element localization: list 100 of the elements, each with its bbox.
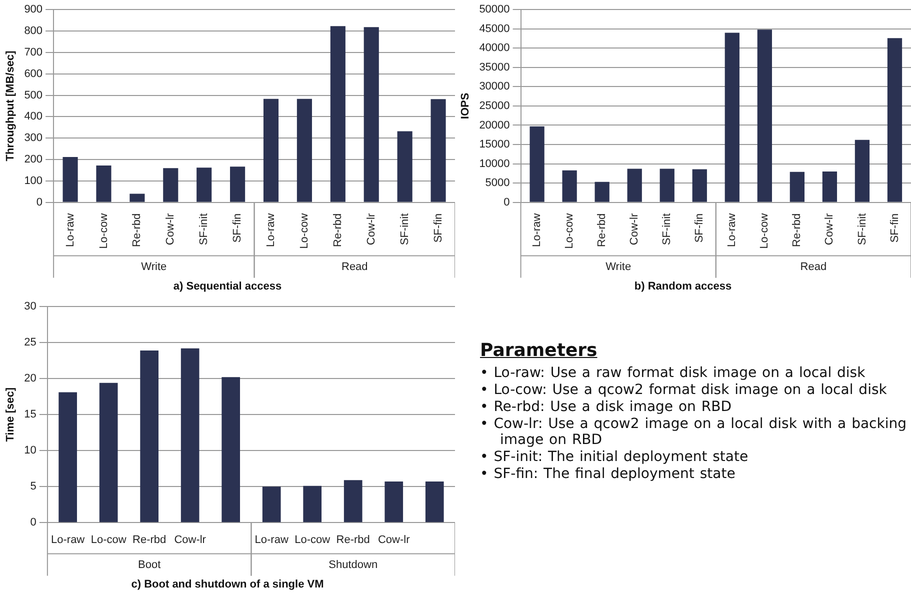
y-tick-label: 500 bbox=[24, 89, 43, 102]
x-tick-label: SF-init bbox=[856, 213, 868, 246]
bar bbox=[163, 168, 178, 202]
text: Write bbox=[141, 260, 167, 273]
y-tick-label: 800 bbox=[24, 25, 43, 38]
y-tick-label: 50000 bbox=[479, 4, 510, 16]
x-tick-label: Re-rbd bbox=[791, 213, 804, 247]
x-tick-label: Cow-lr bbox=[365, 213, 378, 246]
x-tick-label: Lo-raw bbox=[254, 534, 288, 546]
bar bbox=[692, 169, 707, 202]
x-tick-label: Lo-raw bbox=[531, 213, 544, 247]
x-tick-label: Re-rbd bbox=[131, 213, 144, 247]
x-tick-label: SF-fin bbox=[232, 213, 244, 243]
y-tick-label: 300 bbox=[24, 132, 43, 144]
bar bbox=[330, 26, 346, 202]
x-tick-label: Re-rbd bbox=[332, 213, 344, 247]
x-tick-label: Lo-cow bbox=[298, 213, 310, 249]
y-tick-label: 100 bbox=[24, 174, 43, 187]
y-tick-label: 900 bbox=[24, 4, 43, 16]
y-tick-label: 20000 bbox=[479, 119, 510, 132]
bar bbox=[58, 392, 77, 522]
x-tick-label: Cow-lr bbox=[164, 213, 177, 246]
x-tick-label: Cow-lr bbox=[628, 213, 641, 246]
bar bbox=[397, 131, 412, 202]
y-tick-label: 45000 bbox=[479, 22, 510, 35]
y-tick-label: 20 bbox=[24, 372, 36, 385]
bar bbox=[96, 166, 112, 202]
y-tick-label: 30 bbox=[24, 300, 36, 313]
x-tick-label: Re-rbd bbox=[336, 534, 370, 546]
bar bbox=[562, 170, 577, 202]
text: • SF-init: The initial deployment state bbox=[480, 449, 750, 465]
bar bbox=[262, 486, 281, 522]
y-axis-title: Time [sec] bbox=[4, 387, 17, 442]
x-tick-label: Lo-cow bbox=[90, 534, 126, 546]
y-tick-label: 600 bbox=[24, 68, 43, 80]
y-tick-label: 30000 bbox=[479, 80, 510, 93]
y-tick-label: 0 bbox=[36, 196, 43, 208]
y-tick-label: 5 bbox=[30, 480, 36, 493]
x-tick-label: Re-rbd bbox=[596, 213, 608, 247]
y-tick-label: 25000 bbox=[479, 100, 510, 112]
y-tick-label: 10000 bbox=[479, 158, 510, 170]
y-tick-label: 15000 bbox=[479, 138, 510, 151]
y-tick-label: 25 bbox=[24, 336, 36, 349]
text: • Lo-raw: Use a raw format disk image on a local disk bbox=[480, 365, 866, 381]
bar bbox=[364, 27, 379, 202]
y-axis-title: Throughput [MB/sec] bbox=[4, 50, 17, 162]
y-tick-label: 10 bbox=[24, 444, 36, 457]
x-tick-label: Lo-cow bbox=[564, 213, 576, 249]
text: • Re-rbd: Use a disk image on RBD bbox=[480, 399, 732, 415]
y-axis-title: IOPS bbox=[460, 92, 472, 120]
y-tick-label: 35000 bbox=[479, 61, 510, 74]
bar bbox=[430, 99, 446, 202]
text: Shutdown bbox=[328, 558, 378, 571]
bar bbox=[99, 382, 118, 522]
bar bbox=[425, 482, 444, 522]
text: • Lo-cow: Use a qcow2 format disk image on a local disk bbox=[480, 382, 888, 398]
x-tick-label: Cow-lr bbox=[824, 213, 836, 246]
y-tick-label: 200 bbox=[24, 154, 43, 166]
bar bbox=[180, 348, 200, 522]
x-tick-label: SF-fin bbox=[888, 213, 901, 243]
x-tick-label: SF-init bbox=[661, 213, 674, 246]
bar bbox=[724, 32, 740, 202]
x-tick-label: Lo-cow bbox=[294, 534, 330, 546]
text: Write bbox=[606, 260, 632, 273]
bar bbox=[296, 98, 312, 202]
bar bbox=[230, 166, 246, 202]
bar bbox=[757, 30, 772, 202]
bar bbox=[790, 172, 805, 202]
text: • SF-fin: The final deployment state bbox=[480, 466, 736, 482]
bar bbox=[887, 38, 902, 202]
text: b) Random access bbox=[634, 280, 732, 292]
x-tick-label: SF-init bbox=[398, 213, 411, 246]
y-tick-label: 15 bbox=[24, 408, 36, 421]
x-tick-label: Lo-raw bbox=[51, 534, 85, 546]
x-tick-label: Lo-raw bbox=[265, 213, 278, 247]
bar bbox=[594, 182, 610, 202]
y-tick-label: 0 bbox=[504, 196, 510, 208]
bar bbox=[196, 168, 212, 202]
x-tick-label: Re-rbd bbox=[132, 534, 166, 546]
y-tick-label: 0 bbox=[30, 516, 36, 529]
x-tick-label: SF-init bbox=[198, 213, 210, 246]
bar bbox=[263, 98, 279, 202]
bar bbox=[344, 480, 362, 522]
y-tick-label: 40000 bbox=[479, 42, 510, 54]
bar bbox=[222, 377, 240, 522]
bar bbox=[384, 482, 404, 522]
bar bbox=[660, 168, 674, 202]
x-tick-label: Lo-raw bbox=[64, 213, 76, 247]
y-tick-label: 400 bbox=[24, 110, 43, 123]
bar bbox=[130, 194, 145, 202]
bar bbox=[627, 168, 642, 202]
text: • Cow-lr: Use a qcow2 image on a local disk with a backing image on RBD bbox=[480, 416, 908, 448]
text: Read bbox=[800, 260, 827, 273]
text: c) Boot and shutdown of a single VM bbox=[131, 578, 324, 590]
x-tick-label: Cow-lr bbox=[378, 534, 410, 546]
bar bbox=[140, 350, 158, 522]
y-tick-label: 5000 bbox=[485, 177, 510, 190]
x-tick-label: SF-fin bbox=[694, 213, 706, 243]
x-tick-label: SF-fin bbox=[432, 213, 444, 243]
bar bbox=[822, 172, 838, 202]
